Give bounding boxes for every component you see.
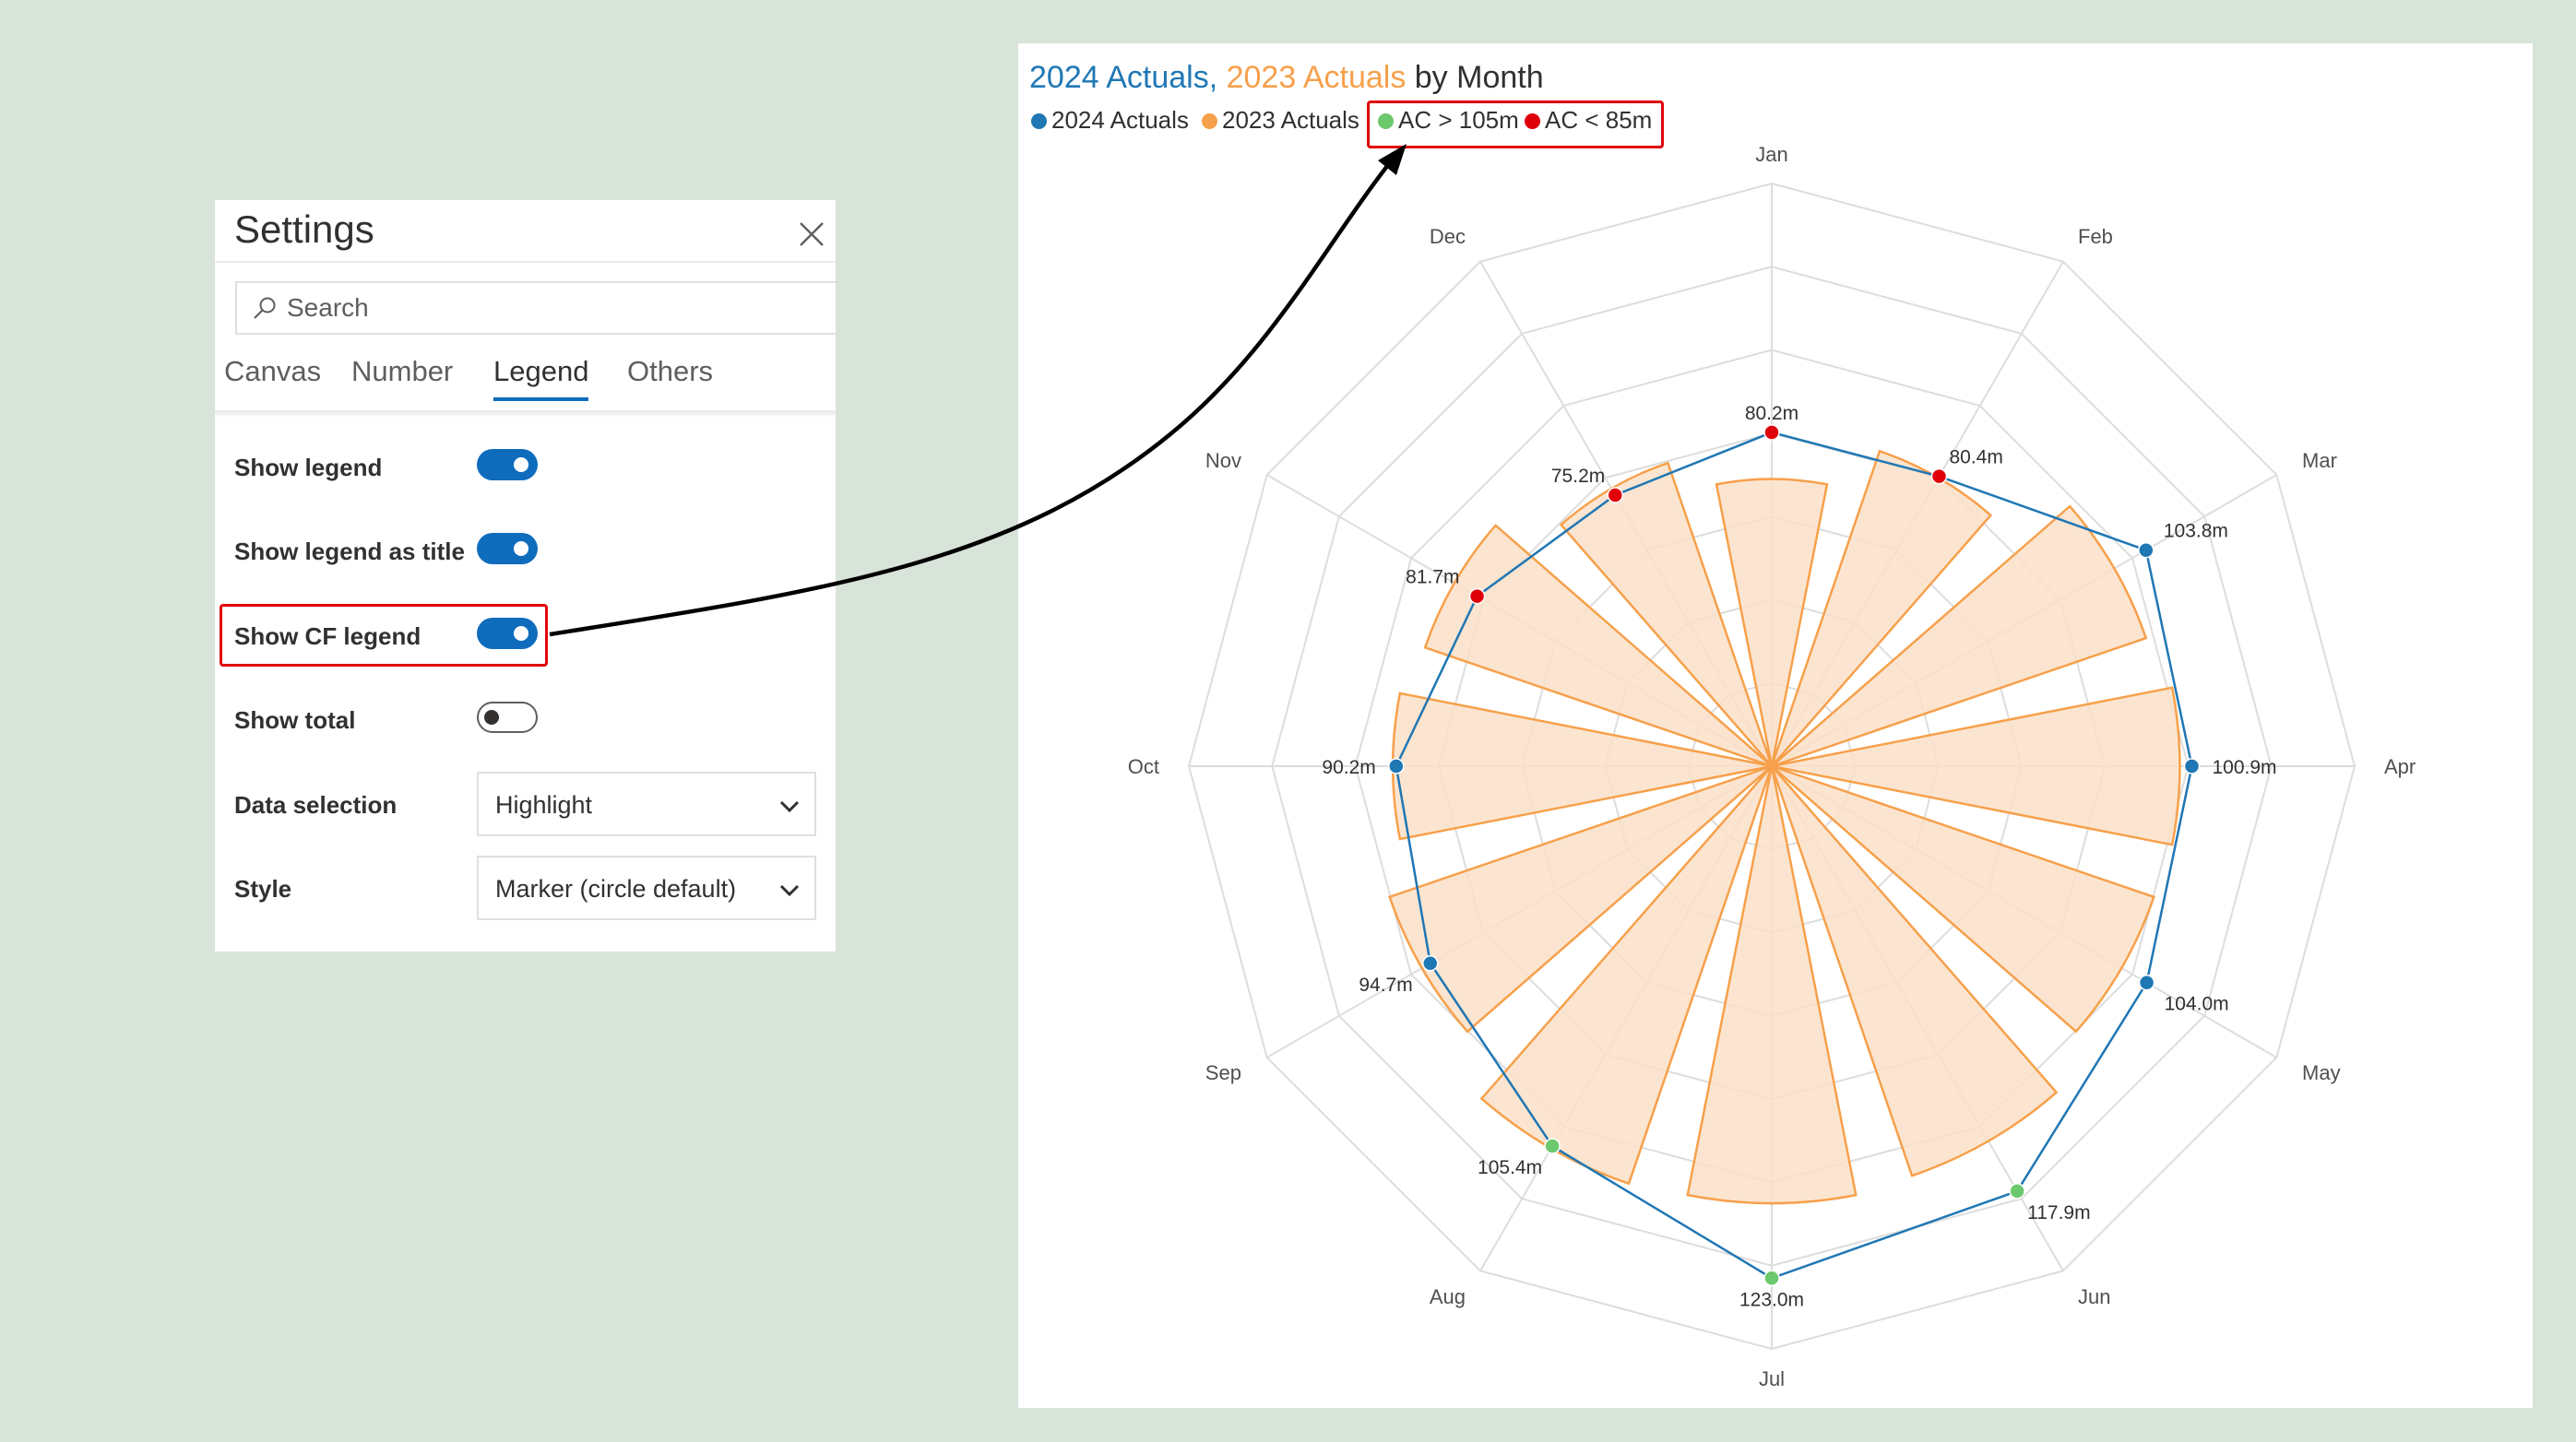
divider [215, 261, 836, 263]
title-by-month: by Month [1414, 60, 1544, 95]
toggle-knob [514, 541, 528, 556]
title-series-2024: 2024 Actuals, [1029, 60, 1218, 95]
category-label-oct: Oct [1128, 755, 1159, 778]
data-label-may: 104.0m [2165, 994, 2229, 1015]
data-label-jun: 117.9m [2027, 1202, 2091, 1223]
data-label-mar: 103.8m [2164, 521, 2228, 542]
show-total-label: Show total [234, 706, 356, 734]
bar-2023-jan [1715, 478, 1829, 767]
marker-2024-apr [2183, 758, 2201, 774]
style-label: Style [234, 875, 292, 903]
legend-item-2023[interactable]: 2023 Actuals [1202, 106, 1359, 135]
show-cf-legend-label: Show CF legend [234, 622, 421, 650]
marker-2024-feb [1930, 467, 1948, 485]
category-label-jun: Jun [2078, 1285, 2110, 1308]
radar-chart: 80.2m 80.4m 103.8m 100.9m 104.0m 117.9m 123.0m… [1128, 143, 2416, 1390]
marker-2024-dec [1607, 487, 1624, 503]
legend-item-cf-high[interactable]: AC > 105m [1378, 106, 1519, 135]
style-dropdown[interactable]: Marker (circle default) [477, 856, 816, 920]
legend-item-2024[interactable]: 2024 Actuals [1031, 106, 1189, 135]
cf-legend-highlight-box [1367, 100, 1664, 148]
chart-panel: 2024 Actuals, 2023 Actuals by Month 2024… [1018, 43, 2533, 1408]
search-input[interactable] [285, 292, 805, 324]
category-label-sep: Sep [1205, 1061, 1241, 1084]
show-total-toggle[interactable] [477, 702, 538, 733]
cf-legend-highlight-box [220, 604, 548, 667]
legend-dot [1378, 113, 1394, 129]
data-label-jan: 80.2m [1745, 403, 1798, 424]
toggle-knob [484, 710, 499, 725]
bar-2023-apr [1771, 686, 2181, 846]
bar-2023-nov [1423, 524, 1773, 768]
marker-2024-oct [1388, 758, 1405, 774]
bar-2023-jul [1686, 765, 1858, 1205]
search-box[interactable] [235, 281, 836, 335]
legend-label: AC > 105m [1398, 106, 1519, 134]
tab-canvas[interactable]: Canvas [224, 355, 322, 387]
show-cf-legend-toggle[interactable] [477, 618, 538, 649]
category-label-jul: Jul [1759, 1367, 1785, 1390]
data-label-apr: 100.9m [2212, 757, 2276, 778]
title-series-2023: 2023 Actuals [1226, 60, 1407, 95]
category-label-feb: Feb [2078, 225, 2113, 248]
bar-2023-sep [1388, 764, 1773, 1034]
data-label-feb: 80.4m [1949, 447, 2002, 468]
bar-2023-jun [1770, 765, 2059, 1177]
show-legend-as-title-toggle[interactable] [477, 533, 538, 564]
toggle-knob [514, 457, 528, 472]
tabs-shadow [215, 410, 836, 418]
data-label-nov: 81.7m [1406, 567, 1459, 588]
legend-dot [1525, 113, 1540, 129]
marker-2024-mar [2138, 541, 2155, 559]
data-selection-dropdown[interactable]: Highlight [477, 772, 816, 836]
marker-2024-aug [1544, 1138, 1561, 1154]
category-label-mar: Mar [2302, 449, 2337, 472]
data-label-sep: 94.7m [1359, 975, 1412, 996]
category-label-dec: Dec [1430, 225, 1466, 248]
tab-others[interactable]: Others [627, 355, 714, 387]
show-legend-as-title-label: Show legend as title [234, 538, 465, 565]
bar-2023-mar [1771, 504, 2148, 768]
data-label-jul: 123.0m [1739, 1289, 1804, 1310]
bar-2023-may [1771, 764, 2155, 1034]
style-value: Marker (circle default) [495, 875, 737, 903]
legend-label: AC < 85m [1545, 106, 1653, 134]
marker-2024-may [2138, 974, 2155, 991]
legend-item-cf-low[interactable]: AC < 85m [1525, 106, 1652, 135]
data-label-oct: 90.2m [1322, 757, 1375, 778]
chevron-down-icon [779, 800, 800, 813]
category-label-nov: Nov [1205, 449, 1241, 472]
search-icon [254, 297, 276, 319]
marker-2024-jun [2009, 1183, 2025, 1200]
settings-title: Settings [234, 207, 374, 251]
tab-number[interactable]: Number [351, 355, 454, 387]
category-label-aug: Aug [1430, 1285, 1466, 1308]
legend-dot [1031, 113, 1047, 129]
legend-dot [1202, 113, 1217, 129]
category-label-may: May [2302, 1061, 2341, 1084]
data-label-dec: 75.2m [1551, 466, 1605, 487]
tab-legend[interactable]: Legend [493, 355, 589, 401]
toggle-knob [514, 626, 528, 641]
marker-2024-jan [1763, 424, 1780, 441]
legend-label: 2024 Actuals [1051, 106, 1189, 134]
data-selection-label: Data selection [234, 791, 398, 819]
show-legend-label: Show legend [234, 454, 383, 481]
chart-title: 2024 Actuals, 2023 Actuals by Month [1029, 60, 1544, 96]
settings-panel: Settings Canvas Number Legend Others Sho… [215, 200, 836, 951]
data-selection-value: Highlight [495, 791, 593, 819]
data-label-aug: 105.4m [1478, 1157, 1542, 1178]
marker-2024-sep [1422, 955, 1439, 972]
chevron-down-icon [779, 884, 800, 897]
legend-label: 2023 Actuals [1222, 106, 1359, 134]
show-legend-toggle[interactable] [477, 449, 538, 480]
marker-2024-jul [1763, 1270, 1780, 1287]
category-label-apr: Apr [2384, 755, 2416, 778]
marker-2024-nov [1468, 587, 1486, 605]
category-label-jan: Jan [1755, 143, 1787, 166]
close-icon[interactable] [796, 219, 827, 250]
